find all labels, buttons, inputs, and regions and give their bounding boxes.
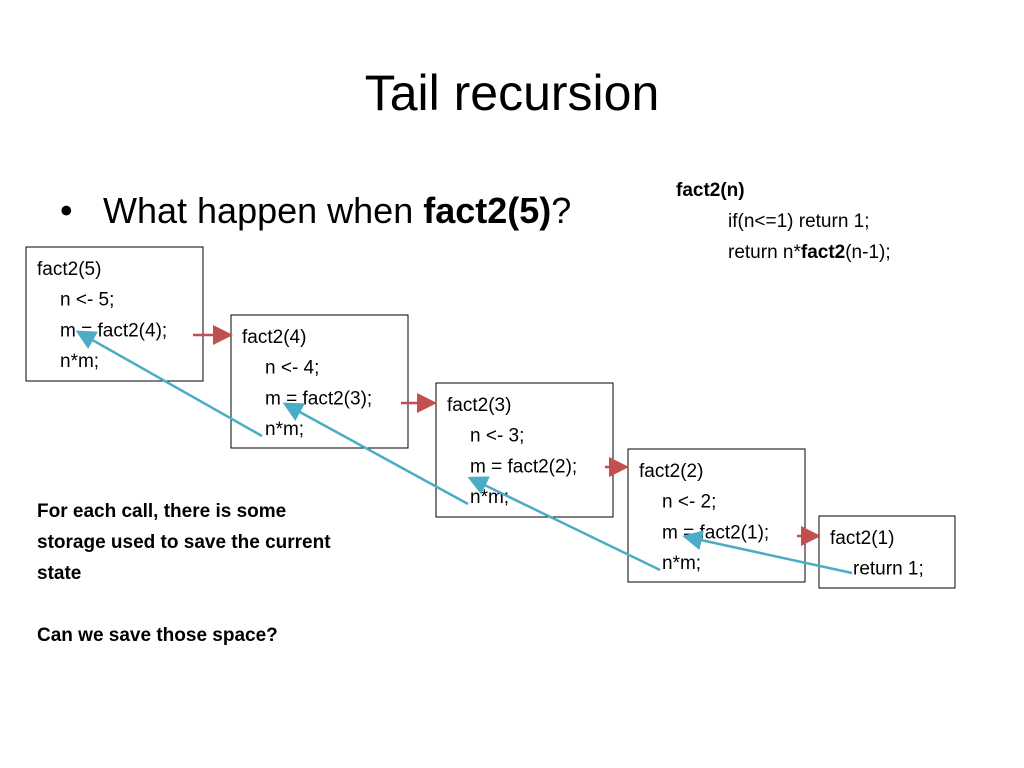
frame-line: fact2(1) (830, 528, 894, 549)
slide-title: Tail recursion (365, 65, 660, 121)
call-arrows (193, 325, 821, 546)
frame-line: fact2(5) (37, 259, 101, 280)
frame-line: m = fact2(3); (265, 388, 372, 409)
text-bold: fact2(5) (423, 190, 551, 231)
frame-line: n*m; (60, 351, 99, 372)
frame-line: fact2(2) (639, 461, 703, 482)
return-arrow (467, 476, 661, 572)
return-arrow (282, 402, 469, 506)
call-frame: fact2(1) return 1; (818, 515, 956, 589)
code-header: fact2(n) (676, 180, 745, 201)
text: What happen when (103, 190, 423, 231)
frame-line: fact2(3) (447, 395, 511, 416)
note-line: Can we save those space? (37, 625, 278, 646)
text-bold: fact2 (801, 242, 845, 263)
frame-line: return 1; (853, 559, 924, 580)
frame-line: m = fact2(2); (470, 456, 577, 477)
frame-line: n <- 5; (60, 290, 114, 311)
note-line: For each call, there is some (37, 501, 286, 522)
text: ? (551, 190, 571, 231)
frame-line: m = fact2(4); (60, 320, 167, 341)
call-frame: fact2(3) n <- 3; m = fact2(2); n*m; (435, 382, 614, 518)
frame-line: n*m; (265, 419, 304, 440)
call-frames: fact2(5)n <- 5;m = fact2(4);n*m;fact2(4)… (25, 246, 956, 589)
return-arrow (682, 530, 853, 575)
bullet-dot: • (60, 190, 73, 231)
note-line: storage used to save the current (37, 532, 331, 553)
frame-line: n <- 3; (470, 426, 524, 447)
call-frame: fact2(5) n <- 5; m = fact2(4); n*m; (25, 246, 204, 382)
frame-box (627, 448, 806, 583)
frame-line: n*m; (662, 553, 701, 574)
frame-box (25, 246, 204, 382)
text: (n-1); (845, 242, 890, 263)
return-arrows (75, 330, 853, 575)
bullet-text: What happen when fact2(5)? (103, 190, 571, 231)
return-arrow (75, 330, 263, 438)
frame-line: n <- 2; (662, 492, 716, 513)
code-line: return n*fact2(n-1); (728, 242, 891, 263)
call-frame: fact2(4) n <- 4; m = fact2(3); n*m; (230, 314, 409, 449)
code-line: if(n<=1) return 1; (728, 211, 870, 232)
frame-line: n <- 4; (265, 358, 319, 379)
text: return n* (728, 242, 801, 263)
note-line: state (37, 563, 81, 584)
call-frame: fact2(2) n <- 2; m = fact2(1); n*m; (627, 448, 806, 583)
frame-box (435, 382, 614, 518)
frame-line: m = fact2(1); (662, 522, 769, 543)
frame-line: n*m; (470, 487, 509, 508)
frame-box (230, 314, 409, 449)
frame-line: fact2(4) (242, 327, 306, 348)
frame-box (818, 515, 956, 589)
